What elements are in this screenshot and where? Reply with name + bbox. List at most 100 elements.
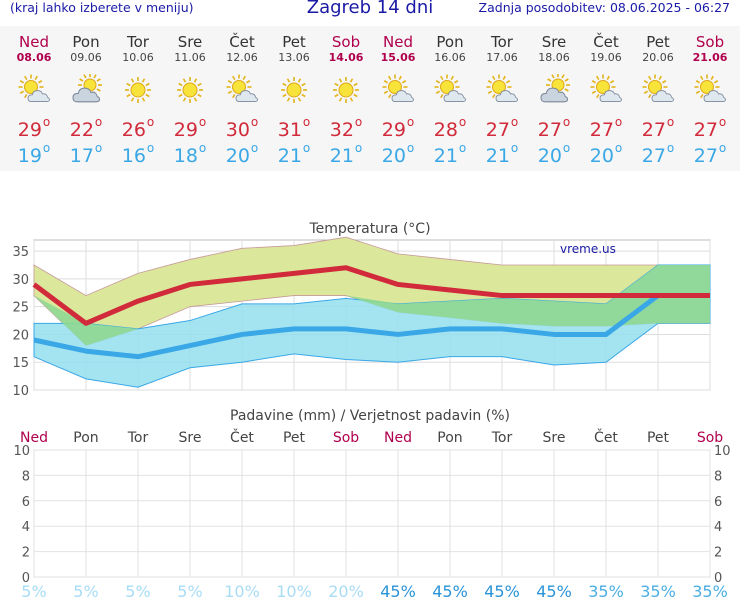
sun-icon [125,77,151,103]
location-menu-hint[interactable]: (kraj lahko izberete v meniju) [10,0,194,15]
temp-max-value: 28 [433,119,458,141]
degree-mark: o [302,141,311,155]
day-date: 17.06 [486,51,518,64]
sun-ray [564,78,569,82]
temp-min-value: 20 [381,145,406,167]
x-day-label: Sre [543,430,566,446]
temp-max: 26o [112,109,164,141]
cloud-body [443,90,466,103]
sun-ray [487,90,493,94]
temp-max-value: 26 [121,119,146,141]
sun-ray [301,93,306,98]
day-date: 12.06 [226,51,258,64]
precip-probability: 20% [328,582,364,600]
temp-max: 27o [528,109,580,141]
sun-ray [182,97,187,102]
sun-ray [648,93,652,99]
y-tick-label: 20 [12,328,29,343]
temp-min: 19o [8,135,60,167]
x-day-label: Ned [384,430,412,446]
precip-probability: 5% [73,582,98,600]
sun-ray [547,78,552,82]
sun-ray [502,75,506,81]
x-day-label: Sre [179,430,202,446]
sun-cloud-icon [694,74,726,103]
x-day-label: Pet [283,430,306,446]
sun-ray [661,80,667,84]
sun-cloud-icon [226,74,258,103]
sun-ray [551,74,555,79]
sun-ray [227,90,233,94]
day-name: Pon [72,33,100,51]
degree-mark: o [666,115,675,129]
day-date: 11.06 [174,51,206,64]
degree-mark: o [458,141,467,155]
sun-disc [182,82,198,98]
cloud-body [495,90,518,103]
sun-disc [492,80,506,94]
sun-cloud-icon [382,74,414,103]
precip-probability: 5% [21,582,46,600]
sun-ray [349,78,354,83]
chart-title: Padavine (mm) / Verjetnost padavin (%) [230,408,510,424]
precip-probability: 10% [224,582,260,600]
x-day-label: Pon [437,430,462,446]
cloud-shape [495,90,518,103]
temp-min: 27o [684,135,736,167]
sun-ray [24,75,28,81]
day-date: 18.06 [538,51,570,64]
precip-probability: 35% [588,582,624,600]
degree-mark: o [718,115,727,129]
x-day-label: Tor [127,430,149,446]
cloud-body [599,90,622,103]
forecast-day: Tor 17.06 27o 21o [476,26,528,168]
sun-ray [388,75,392,81]
degree-mark: o [510,141,519,155]
temp-max-value: 31 [277,119,302,141]
day-name: Sre [541,33,567,51]
temp-max: 29o [164,109,216,141]
forecast-day: Čet 12.06 30o 20o [216,26,268,168]
sun-ray [700,93,704,99]
x-day-label: Ned [20,430,48,446]
temp-max: 22o [60,109,112,141]
sun-ray [130,78,135,83]
sun-ray [126,82,131,87]
forecast-day: Pon 16.06 28o 21o [424,26,476,168]
degree-mark: o [510,115,519,129]
sun-ray [334,93,339,98]
forecast-day: Tor 10.06 26o 16o [112,26,164,168]
precip-probability: 45% [432,582,468,600]
cloud-shape [391,90,414,103]
y-tick-label: 10 [12,384,29,395]
sun-ray [24,93,28,99]
sun-ray [596,93,600,99]
x-day-label: Sob [333,430,359,446]
temp-min-value: 19 [17,145,42,167]
degree-mark: o [146,115,155,129]
sun-ray [388,93,392,99]
sun-ray [398,75,402,81]
watermark: vreme.us [560,242,616,256]
degree-mark: o [458,115,467,129]
sun-ray [353,82,358,87]
temp-min: 16o [112,135,164,167]
forecast-day: Ned 15.06 29o 20o [372,26,424,168]
sun-ray [93,74,97,79]
sun-ray [401,80,407,84]
y-tick-label-left: 4 [22,520,30,535]
temp-max: 28o [424,109,476,141]
sun-ray [282,82,287,87]
x-day-label: Čet [230,428,254,446]
y-tick-label: 25 [12,301,29,316]
sun-disc [338,82,354,98]
sun-icon [333,77,359,103]
temp-max-value: 29 [381,119,406,141]
y-tick-label-left: 2 [22,546,30,561]
sun-ray [79,78,84,82]
temperature-chart: Temperatura (°C) 35 30 25 20 15 10 vreme.us [12,221,711,395]
temp-max-value: 27 [641,119,666,141]
temp-max-value: 22 [69,119,94,141]
sun-ray [450,75,454,81]
sun-ray [383,90,389,94]
